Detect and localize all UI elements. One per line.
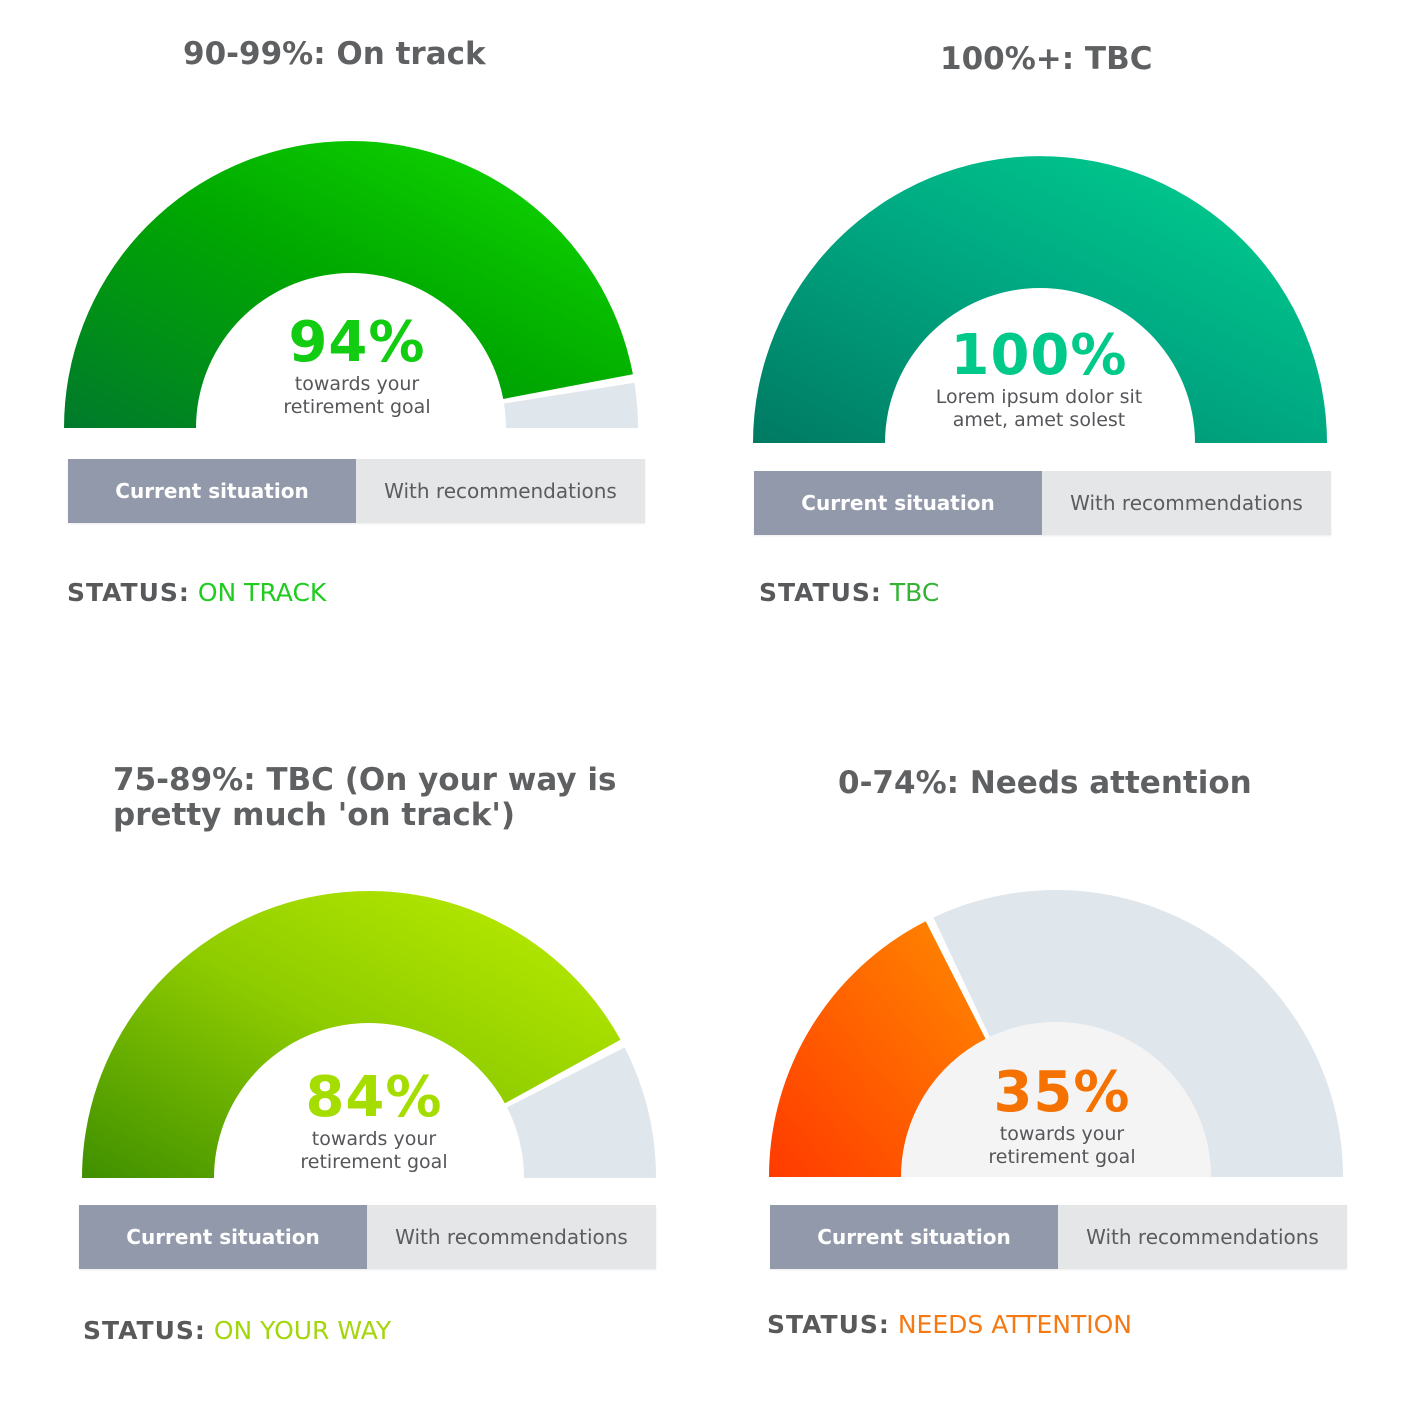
gauge-progress-fill bbox=[82, 891, 621, 1178]
progress-percent: 84% bbox=[305, 1065, 443, 1130]
status-line: STATUS: ON TRACK bbox=[67, 578, 326, 607]
progress-gauge bbox=[82, 891, 656, 1178]
gauge-progress-fill bbox=[753, 156, 1327, 443]
progress-caption-line2: retirement goal bbox=[300, 1151, 448, 1173]
gauge-center: 35% towards your retirement goal bbox=[940, 1063, 1184, 1169]
progress-caption-line1: towards your bbox=[294, 373, 420, 395]
status-label: STATUS: bbox=[759, 578, 882, 607]
scenario-toggle: Current situation With recommendations bbox=[770, 1205, 1347, 1269]
progress-caption-line1: Lorem ipsum dolor sit bbox=[935, 386, 1143, 408]
progress-caption-line1: towards your bbox=[999, 1123, 1125, 1145]
gauge-hub bbox=[901, 1022, 1211, 1177]
gauge-remaining-track bbox=[507, 1047, 656, 1178]
progress-caption-line2: retirement goal bbox=[988, 1146, 1136, 1168]
gauge-remaining-track bbox=[933, 890, 1343, 1177]
progress-percent: 35% bbox=[993, 1060, 1131, 1125]
with-recommendations-button[interactable]: With recommendations bbox=[1042, 471, 1331, 535]
panel-title: 90-99%: On track bbox=[183, 36, 486, 72]
current-situation-button[interactable]: Current situation bbox=[68, 459, 356, 523]
scenario-toggle: Current situation With recommendations bbox=[754, 471, 1331, 535]
panel-title: 0-74%: Needs attention bbox=[838, 765, 1252, 801]
progress-gauge bbox=[64, 140, 638, 428]
status-value: ON YOUR WAY bbox=[213, 1316, 392, 1345]
panel-title-line1: 75-89%: TBC (On your way is bbox=[113, 762, 617, 798]
status-line: STATUS: NEEDS ATTENTION bbox=[767, 1310, 1132, 1339]
gauge-progress-fill bbox=[769, 921, 986, 1177]
gauge-center: 94% towards your retirement goal bbox=[236, 313, 478, 419]
current-situation-button[interactable]: Current situation bbox=[754, 471, 1042, 535]
scenario-toggle: Current situation With recommendations bbox=[68, 459, 645, 523]
with-recommendations-button[interactable]: With recommendations bbox=[367, 1205, 656, 1269]
status-line: STATUS: ON YOUR WAY bbox=[83, 1316, 391, 1345]
scenario-toggle: Current situation With recommendations bbox=[79, 1205, 656, 1269]
current-situation-button[interactable]: Current situation bbox=[770, 1205, 1058, 1269]
progress-percent: 94% bbox=[288, 310, 426, 375]
status-label: STATUS: bbox=[83, 1316, 206, 1345]
gauge-remaining-track bbox=[504, 382, 638, 428]
gauge-center: 84% towards your retirement goal bbox=[253, 1068, 495, 1174]
progress-caption-line2: amet, amet solest bbox=[952, 409, 1126, 431]
status-label: STATUS: bbox=[767, 1310, 890, 1339]
progress-gauge bbox=[753, 156, 1327, 443]
progress-percent: 100% bbox=[950, 323, 1128, 388]
status-label: STATUS: bbox=[67, 578, 190, 607]
progress-caption-line1: towards your bbox=[311, 1128, 437, 1150]
progress-caption-line2: retirement goal bbox=[283, 396, 431, 418]
with-recommendations-button[interactable]: With recommendations bbox=[1058, 1205, 1347, 1269]
status-line: STATUS: TBC bbox=[759, 578, 939, 607]
status-value: TBC bbox=[889, 578, 940, 607]
gauge-center: 100% Lorem ipsum dolor sit amet, amet so… bbox=[916, 326, 1162, 432]
progress-gauge bbox=[769, 890, 1343, 1177]
with-recommendations-button[interactable]: With recommendations bbox=[356, 459, 645, 523]
panel-title: 100%+: TBC bbox=[940, 41, 1153, 77]
gauge-progress-fill bbox=[64, 140, 633, 428]
current-situation-button[interactable]: Current situation bbox=[79, 1205, 367, 1269]
status-value: ON TRACK bbox=[197, 578, 327, 607]
panel-title-line2: pretty much 'on track') bbox=[113, 797, 516, 833]
status-value: NEEDS ATTENTION bbox=[897, 1310, 1132, 1339]
